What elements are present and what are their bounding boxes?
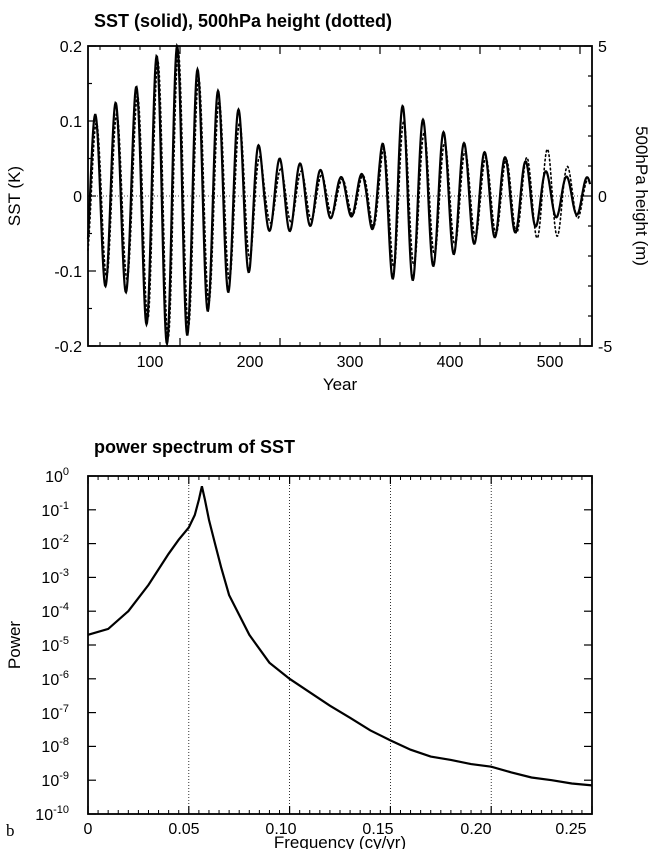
a-y2tick-label: 5: [598, 39, 607, 56]
panel-a-label: a: [6, 0, 14, 4]
b-ytick-label: 10-1: [41, 500, 69, 520]
panel-a-y2-tick-labels: 5 0 -5: [598, 39, 612, 356]
b-ytick-label: 10-9: [41, 770, 69, 790]
b-xtick-label: 0.10: [265, 821, 296, 838]
b-ytick-label: 10-5: [41, 635, 69, 655]
a-ytick-label: 0.1: [60, 114, 82, 131]
panel-b-x-axis-label: Frequency (cy/yr): [274, 833, 406, 849]
a-xtick-label: 200: [237, 354, 264, 371]
panel-b-grid: [188, 476, 492, 814]
b-ytick-label: 10-4: [41, 601, 69, 621]
b-ytick-label: 10-7: [41, 703, 69, 723]
b-ytick-label: 10-8: [41, 736, 69, 756]
a-xtick-label: 500: [537, 354, 564, 371]
panel-a-series-solid: [86, 42, 592, 348]
a-ytick-label: -0.2: [54, 339, 82, 356]
b-xtick-label: 0.20: [460, 821, 491, 838]
panel-b-y-tick-labels: 100 10-1 10-2 10-3 10-4 10-5 10-6 10-7 1…: [35, 466, 69, 824]
b-ytick-label: 10-3: [41, 567, 69, 587]
a-y2tick-label: -5: [598, 339, 612, 356]
a-ytick-label: 0: [73, 189, 82, 206]
b-xtick-label: 0: [84, 821, 93, 838]
panel-a-title: SST (solid), 500hPa height (dotted): [94, 11, 392, 31]
panel-a-x-tick-labels: 100 200 300 400 500: [137, 354, 564, 371]
b-ytick-label: 10-6: [41, 669, 69, 689]
panel-a: SST (solid), 500hPa height (dotted) 0.2 …: [5, 0, 651, 394]
b-ytick-label: 10-10: [35, 804, 69, 824]
panel-a-x-axis-label: Year: [323, 375, 358, 394]
b-xtick-label: 0.05: [168, 821, 199, 838]
a-xtick-label: 400: [437, 354, 464, 371]
panel-a-y2-axis-label: 500hPa height (m): [632, 126, 651, 266]
a-xtick-label: 300: [337, 354, 364, 371]
b-ytick-label: 10-2: [41, 533, 69, 553]
panel-b-label: b: [6, 821, 15, 840]
panel-b-frame: [87, 475, 593, 815]
panel-b-title: power spectrum of SST: [94, 437, 295, 457]
a-xtick-label: 100: [137, 354, 164, 371]
b-ytick-label: 100: [45, 466, 69, 486]
a-ytick-label: 0.2: [60, 39, 82, 56]
b-xtick-label: 0.25: [555, 821, 586, 838]
panel-a-y-tick-labels: 0.2 0.1 0 -0.1 -0.2: [54, 39, 82, 356]
panel-b-power-spectrum-line: [87, 485, 593, 787]
panel-b-x-tick-labels: 0 0.05 0.10 0.15 0.20 0.25: [84, 821, 587, 838]
panel-b-y-axis-label: Power: [5, 621, 24, 670]
a-y2tick-label: 0: [598, 189, 607, 206]
panel-b-ticks: [87, 475, 593, 815]
b-xtick-label: 0.15: [362, 821, 393, 838]
panel-a-ticks: [88, 45, 592, 347]
a-ytick-label: -0.1: [54, 264, 82, 281]
panel-b: power spectrum of SST 100 10-1 10-2 10-3…: [5, 437, 593, 849]
panel-a-y-axis-label: SST (K): [5, 166, 24, 226]
